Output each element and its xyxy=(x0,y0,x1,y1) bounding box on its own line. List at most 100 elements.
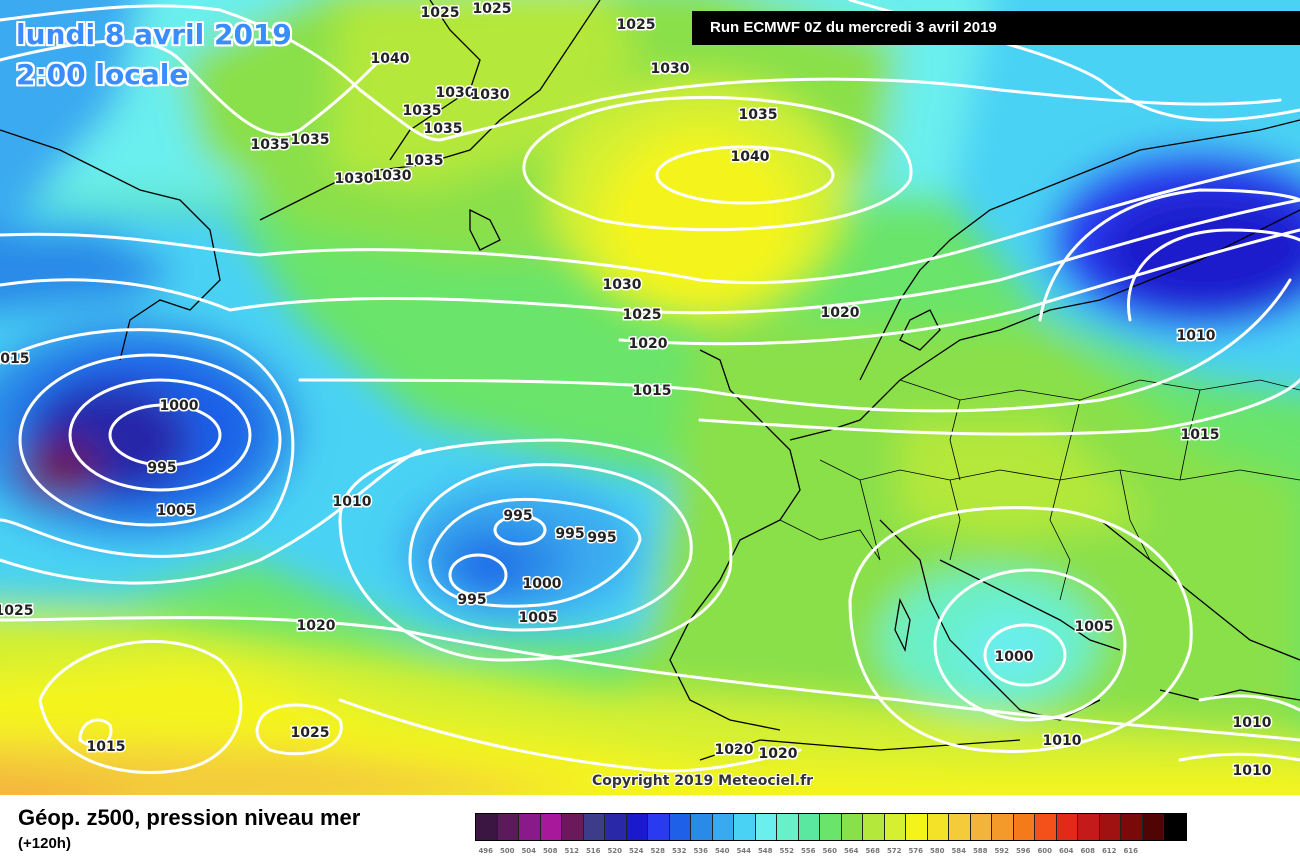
isobar-label: 1015 xyxy=(633,383,672,399)
color-swatch xyxy=(949,814,971,840)
isobar-label: 1040 xyxy=(371,51,410,67)
color-swatch xyxy=(669,814,691,840)
forecast-time: 2:00 locale xyxy=(16,58,189,91)
coastlines xyxy=(0,0,1300,761)
isobar-label: 1010 xyxy=(1043,733,1082,749)
isobar-label: 1030 xyxy=(335,171,374,187)
color-swatch xyxy=(1142,814,1164,840)
legend-title: Géop. z500, pression niveau mer xyxy=(18,805,361,830)
isobar-label: 1040 xyxy=(731,149,770,165)
color-swatch xyxy=(841,814,863,840)
isobar-label: 1005 xyxy=(519,610,558,626)
color-scale-label: 564 xyxy=(843,847,859,855)
isobar-label: 1035 xyxy=(424,121,463,137)
color-scale-label: 616 xyxy=(1123,847,1139,855)
color-swatch xyxy=(798,814,820,840)
color-swatch xyxy=(519,814,541,840)
color-swatch xyxy=(820,814,842,840)
color-swatch xyxy=(1121,814,1143,840)
color-scale-label: 576 xyxy=(908,847,924,855)
color-scale-label: 532 xyxy=(671,847,687,855)
color-swatch xyxy=(970,814,992,840)
color-scale-label: 544 xyxy=(736,847,752,855)
color-scale-label: 552 xyxy=(779,847,795,855)
isobar-labels: 1025 102510251030104010301030103510351035… xyxy=(0,0,1273,781)
color-scale-label: 560 xyxy=(822,847,838,855)
color-scale-label: 608 xyxy=(1080,847,1096,855)
isobar-label: 995 xyxy=(587,530,616,546)
color-swatch xyxy=(1056,814,1078,840)
color-scale-label: 588 xyxy=(972,847,988,855)
isobar-label: 1010 xyxy=(1233,763,1272,779)
color-swatch xyxy=(648,814,670,840)
isobar-label: 995 xyxy=(457,592,486,608)
color-swatch xyxy=(605,814,627,840)
color-scale-label: 496 xyxy=(478,847,494,855)
color-scale-label: 516 xyxy=(585,847,601,855)
color-swatch xyxy=(1078,814,1100,840)
isobar-label: 1025 xyxy=(623,307,662,323)
isobar-label: 1035 xyxy=(739,107,778,123)
color-swatch xyxy=(884,814,906,840)
isobar-label: 1025 xyxy=(473,1,512,17)
color-scale-label: 596 xyxy=(1015,847,1031,855)
color-scale-label: 580 xyxy=(929,847,945,855)
color-scale-label: 556 xyxy=(800,847,816,855)
isobar-label: 1010 xyxy=(1177,328,1216,344)
color-swatch xyxy=(755,814,777,840)
color-swatch xyxy=(712,814,734,840)
color-scale-label: 568 xyxy=(865,847,881,855)
isobar-label: 1035 xyxy=(405,153,444,169)
isobar-label: 1035 xyxy=(251,137,290,153)
color-scale-label: 584 xyxy=(951,847,967,855)
color-scale-label: 572 xyxy=(886,847,902,855)
isobar-label: 1020 xyxy=(297,618,336,634)
isobar-label: 1005 xyxy=(1075,619,1114,635)
color-scale-label: 540 xyxy=(714,847,730,855)
color-swatch xyxy=(734,814,756,840)
color-scale-label: 604 xyxy=(1058,847,1074,855)
isobar-label: 1030 xyxy=(651,61,690,77)
color-scale-labels: 496 500 504 508 512 516 520 524 528 532 536 540 544 5… xyxy=(475,847,1142,855)
isobar-label: 1020 xyxy=(821,305,860,321)
color-swatch xyxy=(626,814,648,840)
color-swatch xyxy=(1099,814,1121,840)
color-scale-label: 612 xyxy=(1101,847,1117,855)
weather-map: 1025 1025 1025 1030 1040 1030 1030 1035 1035 1035… xyxy=(0,0,1300,795)
color-swatch xyxy=(562,814,584,840)
isobar-label: 1015 xyxy=(0,351,29,367)
isobar-label: 1025 xyxy=(291,725,330,741)
color-scale-label: 528 xyxy=(650,847,666,855)
color-swatch xyxy=(777,814,799,840)
color-scale-label: 504 xyxy=(521,847,537,855)
isobar-label: 1025 xyxy=(617,17,656,33)
color-swatch xyxy=(1164,814,1186,840)
isobar-label: 1000 xyxy=(995,649,1034,665)
color-scale-label: 600 xyxy=(1037,847,1053,855)
legend-panel: Géop. z500, pression niveau mer (+120h) … xyxy=(0,795,1300,867)
color-swatch xyxy=(906,814,928,840)
color-scale-label: 508 xyxy=(542,847,558,855)
color-swatch xyxy=(497,814,519,840)
color-swatch xyxy=(863,814,885,840)
isobar-label: 1005 xyxy=(157,503,196,519)
color-scale-label: 536 xyxy=(693,847,709,855)
color-scale-label: 524 xyxy=(628,847,644,855)
forecast-date: lundi 8 avril 2019 xyxy=(16,18,292,51)
isobar-label: 995 xyxy=(555,526,584,542)
color-swatch xyxy=(992,814,1014,840)
color-swatch xyxy=(1013,814,1035,840)
isobar-label: 1035 xyxy=(291,132,330,148)
isobar-label: 1025 xyxy=(0,603,33,619)
isobar-label: 1020 xyxy=(715,742,754,758)
run-banner: Run ECMWF 0Z du mercredi 3 avril 2019 xyxy=(692,11,1300,45)
isobar-label: 1025 xyxy=(421,5,460,21)
isobar-label: 1030 xyxy=(471,87,510,103)
color-scale-label: 500 xyxy=(499,847,515,855)
isobar-label: 1035 xyxy=(403,103,442,119)
isobar-label: 1015 xyxy=(1181,427,1220,443)
color-swatch xyxy=(583,814,605,840)
isobar-label: 1030 xyxy=(373,168,412,184)
isobar-label: 1000 xyxy=(160,398,199,414)
color-scale-label: 520 xyxy=(607,847,623,855)
